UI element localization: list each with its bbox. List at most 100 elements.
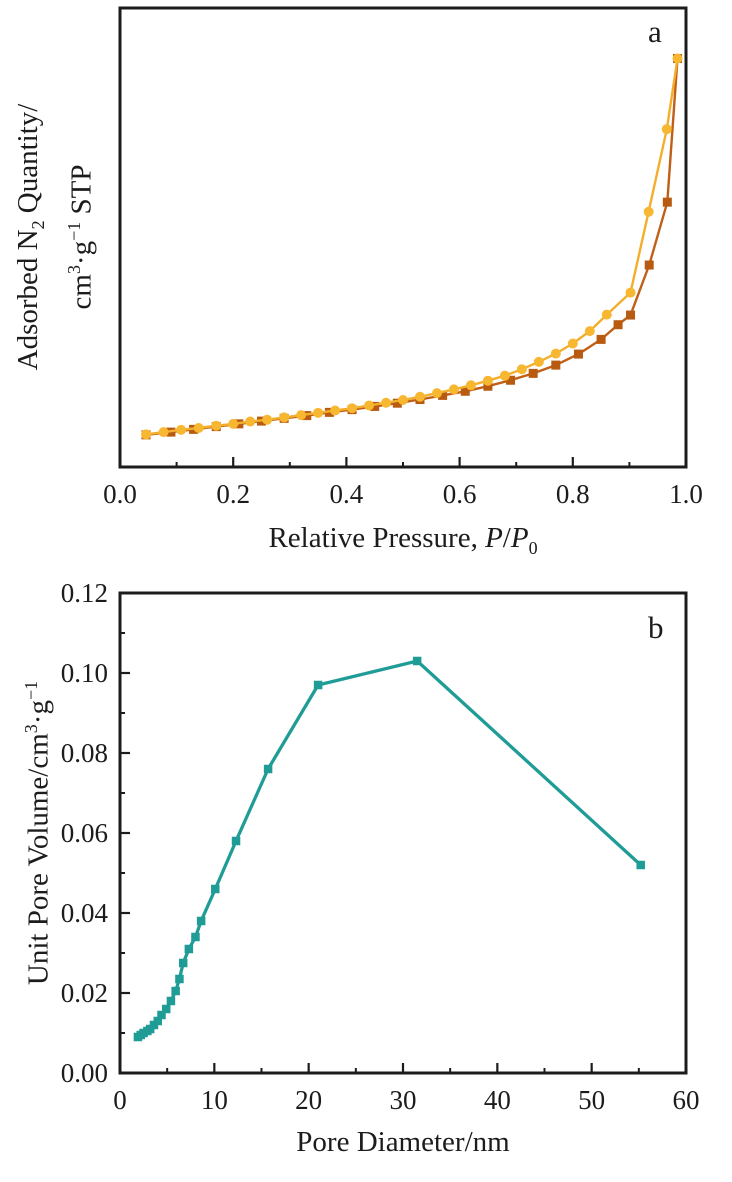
- x-tick-label: 40: [484, 1085, 511, 1115]
- title-fragment: Adsorbed N: [12, 229, 44, 371]
- desorption-branch-marker: [193, 422, 204, 433]
- desorption-branch-marker: [141, 429, 152, 440]
- desorption-branch-marker: [364, 400, 375, 411]
- desorption-branch-marker: [296, 410, 307, 421]
- desorption-branch-marker: [550, 348, 561, 359]
- adsorption-branch-marker: [370, 401, 380, 411]
- x-tick-label: 10: [201, 1085, 228, 1115]
- pore-volume-distribution-marker: [184, 944, 194, 954]
- x-tick-label: 0: [113, 1085, 127, 1115]
- desorption-branch-marker: [398, 394, 408, 405]
- x-tick-label: 0.8: [556, 479, 590, 509]
- adsorption-branch-marker: [573, 349, 583, 359]
- x-tick-label: 1.0: [669, 479, 703, 509]
- y-tick-label: 0.06: [61, 818, 108, 848]
- panel-a-plot: 0.0 0.2 0.4 0.6 0.8 1.0: [103, 6, 703, 509]
- adsorption-branch-marker: [644, 260, 654, 270]
- desorption-branch-marker: [158, 427, 169, 438]
- title-fragment: −1: [21, 680, 41, 701]
- title-fragment: P: [485, 522, 503, 554]
- desorption-branch-marker: [347, 403, 358, 414]
- adsorption-branch-marker: [302, 411, 312, 421]
- desorption-branch-marker: [313, 407, 324, 418]
- desorption-branch-marker: [431, 388, 442, 399]
- adsorption-branch-marker: [551, 360, 561, 370]
- desorption-branch-marker: [465, 380, 476, 391]
- pore-volume-distribution-marker: [412, 656, 422, 666]
- adsorption-branch-line: [145, 58, 679, 437]
- desorption-branch-marker: [330, 405, 341, 416]
- adsorption-branch-marker: [506, 375, 516, 385]
- desorption-branch-marker: [567, 338, 578, 349]
- adsorption-branch-marker: [528, 368, 538, 378]
- pore-volume-distribution-marker: [178, 958, 188, 968]
- isotherm-chart-panel-a: 0.0 0.2 0.4 0.6 0.8 1.0: [103, 6, 703, 509]
- adsorption-branch-marker: [662, 197, 672, 207]
- pore-volume-distribution-marker: [153, 1016, 162, 1026]
- pore-volume-distribution-marker: [231, 836, 241, 846]
- pore-volume-distribution-marker: [166, 996, 176, 1006]
- x-tick-label: 20: [295, 1085, 322, 1115]
- title-fragment: cm: [65, 274, 98, 310]
- adsorption-branch-marker: [460, 386, 470, 396]
- y-tick-label: 0.02: [61, 978, 108, 1008]
- desorption-branch-marker: [584, 326, 595, 337]
- title-fragment: 0: [528, 537, 538, 558]
- pore-volume-distribution-marker: [171, 986, 180, 996]
- title-fragment: ·g: [22, 700, 55, 725]
- title-fragment: Unit Pore Volume/cm: [22, 733, 55, 986]
- y-tick-label: 0.12: [61, 578, 108, 608]
- panel-b-x-axis-title: Pore Diameter/nm: [296, 1126, 510, 1158]
- pore-volume-distribution-line: [136, 659, 642, 1039]
- desorption-branch-marker: [414, 391, 425, 402]
- desorption-branch-marker: [661, 124, 672, 135]
- pore-volume-distribution-marker: [636, 860, 645, 870]
- desorption-branch-marker: [279, 412, 290, 423]
- title-fragment: 3: [21, 724, 41, 734]
- title-fragment: ·g: [65, 240, 98, 266]
- panel-a-x-axis-title: Relative Pressure, P/P0: [103, 522, 703, 559]
- desorption-branch-marker: [381, 397, 392, 408]
- adsorption-branch-marker: [626, 310, 636, 320]
- y-tick-label: 0.10: [61, 658, 108, 688]
- x-tick-label: 0.2: [216, 479, 250, 509]
- pore-distribution-chart-panel-b: 0 10 20 30 40 50 60 0.00 0.02 0.04 0.06 0.08 0.10 0.1…: [61, 578, 700, 1115]
- y-tick-label: 0.08: [61, 738, 108, 768]
- desorption-branch-marker: [516, 364, 527, 375]
- panel-a-y-axis-title: Adsorbed N2 Quantity/cm3·g−1 STP: [10, 0, 97, 477]
- pore-volume-distribution-marker: [157, 1010, 166, 1020]
- desorption-branch-marker: [482, 375, 493, 386]
- title-fragment: /: [502, 522, 511, 554]
- title-fragment: 2: [27, 220, 48, 230]
- adsorption-branch-marker: [483, 381, 493, 391]
- pore-volume-distribution-marker: [161, 1004, 171, 1014]
- pore-volume-distribution-marker: [263, 764, 273, 774]
- desorption-branch-marker: [211, 420, 222, 431]
- desorption-branch-line: [145, 58, 679, 436]
- x-tick-label: 0.4: [330, 479, 364, 509]
- pore-volume-distribution-marker: [191, 932, 200, 942]
- title-fragment: Quantity/: [12, 103, 44, 221]
- panel-b-plot: 0 10 20 30 40 50 60 0.00 0.02 0.04 0.06 0.08 0.10 0.1…: [61, 578, 700, 1115]
- desorption-branch-marker: [601, 309, 612, 320]
- desorption-branch-marker: [448, 384, 459, 395]
- pore-volume-distribution-marker: [313, 680, 323, 690]
- x-tick-label: 30: [390, 1085, 417, 1115]
- pore-volume-distribution-marker: [211, 884, 220, 894]
- desorption-branch-marker: [499, 370, 510, 381]
- desorption-branch-marker: [228, 418, 239, 429]
- panel-a-letter: a: [648, 14, 662, 49]
- title-fragment: −1: [63, 221, 84, 241]
- title-fragment: 3: [63, 265, 84, 275]
- desorption-branch-marker: [643, 206, 654, 217]
- title-fragment: P: [510, 522, 529, 554]
- y-tick-label: 0.00: [61, 1058, 108, 1088]
- x-tick-label: 50: [578, 1085, 605, 1115]
- adsorption-branch-marker: [438, 390, 448, 400]
- y-title-line: Adsorbed N2 Quantity/: [10, 0, 56, 477]
- desorption-branch-marker: [245, 416, 256, 427]
- adsorption-branch-marker: [596, 334, 606, 344]
- desorption-branch-marker: [625, 287, 636, 298]
- x-tick-label: 60: [673, 1085, 700, 1115]
